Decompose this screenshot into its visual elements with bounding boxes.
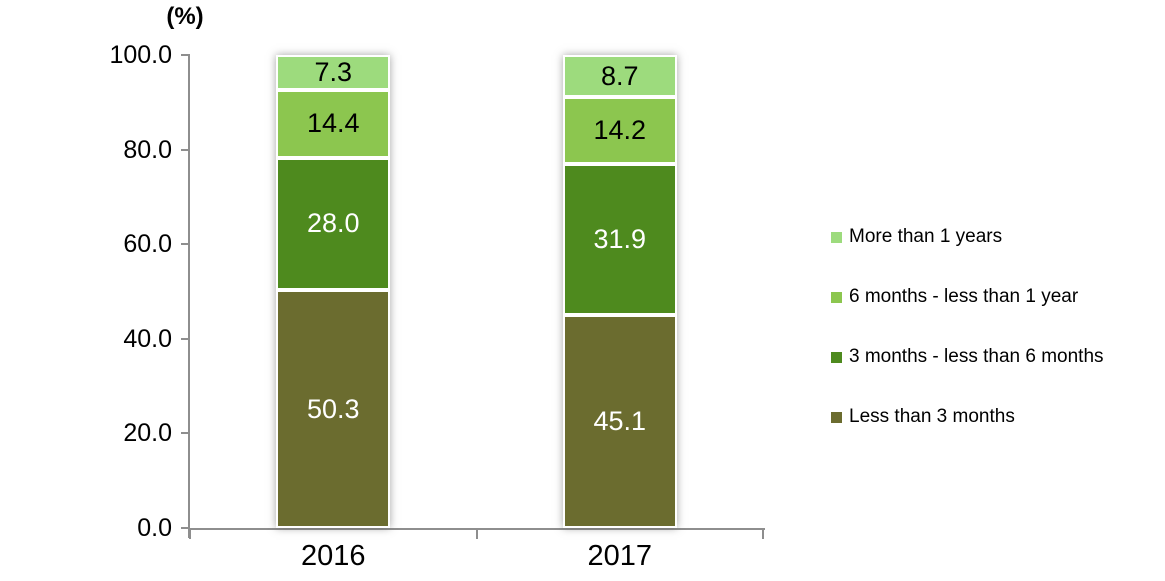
y-axis-title: (%) (166, 3, 204, 30)
y-tick-mark (181, 527, 190, 529)
x-tick-mark (475, 530, 478, 539)
legend-item: 3 months - less than 6 months (831, 345, 1104, 369)
bar-segment-2017: 31.9 (562, 163, 677, 315)
bar-segment-2017: 8.7 (562, 55, 677, 97)
y-tick-mark (181, 337, 190, 340)
bar-segment-2016: 50.3 (276, 290, 391, 528)
y-tick-mark (181, 243, 190, 246)
bar-value-label: 14.2 (593, 114, 647, 145)
bar-value-label: 45.1 (593, 405, 647, 436)
x-tick-mark (189, 530, 191, 539)
bar-value-label: 7.3 (314, 56, 353, 87)
y-tick-label: 0.0 (137, 514, 172, 542)
bar-value-label: 28.0 (306, 208, 360, 239)
y-tick-label: 20.0 (123, 419, 172, 448)
x-axis-label-2016: 2016 (300, 540, 366, 572)
bar-segment-2016: 28.0 (276, 157, 391, 291)
bar-2016: 50.3 28.0 14.4 7.3 (276, 55, 391, 528)
y-tick-mark (181, 432, 190, 435)
bar-segment-2017: 45.1 (562, 314, 677, 528)
legend-item: 6 months - less than 1 year (831, 285, 1078, 309)
bar-segment-2016: 14.4 (276, 89, 391, 158)
y-tick-mark (181, 54, 190, 56)
bar-2017: 45.1 31.9 14.2 8.7 (562, 55, 677, 528)
legend-label: 6 months - less than 1 year (849, 286, 1079, 307)
y-tick-label: 100.0 (109, 41, 172, 69)
x-axis-line (188, 528, 765, 530)
legend-swatch (831, 231, 842, 243)
y-tick-label: 60.0 (123, 230, 172, 259)
y-tick-label: 40.0 (123, 324, 172, 353)
legend-item: Less than 3 months (831, 405, 1015, 429)
legend-swatch (831, 291, 842, 303)
bar-value-label: 50.3 (306, 393, 360, 424)
bar-value-label: 31.9 (593, 223, 647, 254)
bar-segment-2016: 7.3 (276, 55, 391, 90)
legend-item: More than 1 years (831, 225, 1002, 249)
legend-label: More than 1 years (849, 226, 1003, 247)
x-axis-label-2017: 2017 (587, 540, 652, 572)
bar-segment-2017: 14.2 (562, 96, 677, 164)
x-tick-mark (762, 530, 764, 539)
legend-label: 3 months - less than 6 months (849, 346, 1104, 367)
y-tick-label: 80.0 (123, 135, 172, 164)
y-tick-mark (181, 148, 190, 151)
bar-value-label: 14.4 (306, 108, 360, 139)
legend-swatch (831, 351, 842, 363)
y-axis-line (188, 55, 190, 538)
legend-swatch (831, 411, 842, 423)
bar-value-label: 8.7 (600, 60, 639, 91)
legend-label: Less than 3 months (849, 406, 1015, 427)
